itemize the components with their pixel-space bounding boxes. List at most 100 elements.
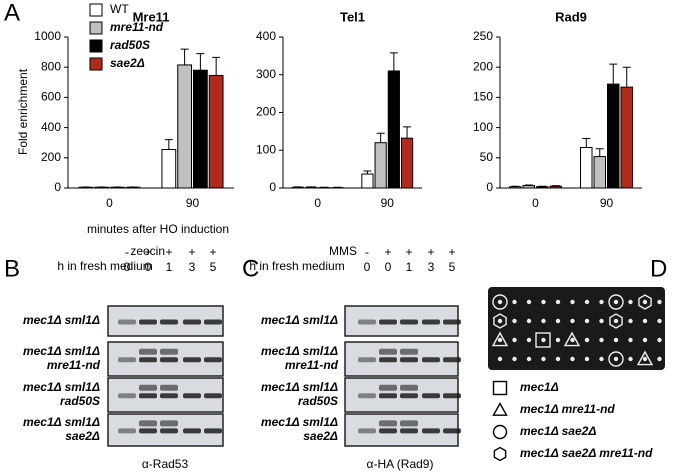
error-bar — [196, 53, 205, 71]
strain-label: mec1Δ sml1Δ rad50S — [23, 380, 100, 408]
band — [118, 357, 136, 363]
y-tick-label: 250 — [473, 29, 493, 43]
band — [160, 428, 178, 434]
y-tick-label: 100 — [256, 142, 276, 156]
strain-line: rad50S — [60, 394, 100, 408]
spot — [555, 337, 561, 343]
lane-time: 0 — [145, 260, 152, 274]
bar — [177, 64, 192, 189]
band — [183, 319, 201, 325]
band — [139, 319, 157, 325]
symbol-circle — [492, 424, 508, 440]
band — [400, 393, 418, 399]
legend-swatch — [89, 57, 103, 71]
plate-legend-label: mec1Δ sae2Δ mre11-nd — [520, 446, 653, 460]
spot — [512, 299, 517, 305]
panel-label: B — [4, 255, 20, 282]
spot — [584, 318, 590, 324]
antibody-label: α-HA (Rad9) — [367, 457, 434, 471]
legend-label: mre11-nd — [110, 20, 164, 34]
plate-legend-label: mec1Δ — [520, 380, 559, 394]
band — [379, 348, 397, 355]
band — [379, 357, 397, 363]
y-tick-label: 150 — [473, 90, 493, 104]
bar — [509, 186, 522, 189]
strain-line: mec1Δ sml1Δ — [23, 380, 100, 394]
strain-line: mec1Δ sml1Δ — [261, 313, 338, 327]
band — [118, 319, 136, 325]
band — [204, 357, 222, 363]
band — [379, 319, 397, 325]
spot — [570, 356, 575, 362]
strain-line: mre11-nd — [285, 358, 339, 372]
strain-line: mec1Δ sml1Δ — [261, 380, 338, 394]
strain-line: sae2Δ — [65, 429, 100, 443]
x-tick-label: 90 — [600, 196, 614, 210]
y-tick-label: 300 — [256, 67, 276, 81]
strain-line: rad50S — [298, 394, 338, 408]
lane-time: 5 — [449, 260, 456, 274]
lane-sign: + — [384, 245, 391, 259]
band — [160, 384, 178, 391]
strain-label: mec1Δ sml1Δ sae2Δ — [261, 415, 338, 443]
symbol-hexagon — [493, 313, 507, 329]
error-bar — [389, 52, 398, 71]
bar — [361, 173, 374, 189]
symbol-hexagon — [493, 446, 507, 462]
plate-legend-label: mec1Δ sae2Δ — [520, 424, 596, 438]
error-bar — [538, 185, 547, 187]
band — [400, 428, 418, 434]
spot — [613, 318, 619, 324]
x-tick-label: 0 — [314, 196, 321, 210]
spot — [657, 299, 662, 305]
strain-label: mec1Δ sml1Δ mre11-nd — [261, 344, 339, 372]
blot — [107, 341, 224, 377]
lane-sign: + — [209, 245, 216, 259]
bar — [161, 148, 177, 189]
y-axis-label: Fold enrichment — [16, 68, 30, 155]
band — [400, 420, 418, 427]
spot — [642, 337, 648, 343]
strain-line: mec1Δ sml1Δ — [23, 344, 100, 358]
symbol-square — [492, 380, 508, 396]
spot — [541, 299, 546, 305]
spot — [613, 356, 619, 362]
spot — [657, 337, 662, 343]
spot — [628, 356, 633, 362]
band — [204, 428, 222, 434]
strain-line: mec1Δ sml1Δ — [261, 415, 338, 429]
strain-line: mec1Δ sml1Δ — [23, 415, 100, 429]
strain-line: mre11-nd — [47, 358, 101, 372]
band — [160, 348, 178, 355]
spot — [613, 299, 619, 305]
spot — [512, 337, 517, 343]
spot — [541, 356, 546, 362]
lane-time: 0 — [364, 260, 371, 274]
legend-label: sae2Δ — [110, 56, 145, 70]
lane-time: 0 — [124, 260, 131, 274]
symbol-triangle — [491, 331, 509, 347]
symbol-circle — [608, 351, 624, 367]
y-tick-label: 600 — [41, 90, 61, 104]
y-tick-label: 0 — [54, 180, 61, 194]
bar — [400, 137, 414, 189]
band — [139, 384, 157, 391]
band — [443, 393, 461, 399]
spot — [599, 337, 604, 343]
error-bar — [164, 139, 173, 150]
spot — [512, 318, 517, 324]
y-tick-label: 400 — [41, 120, 61, 134]
strain-line: sae2Δ — [303, 429, 338, 443]
treatment-label: MMS — [329, 244, 357, 258]
antibody-label: α-Rad53 — [142, 457, 189, 471]
lane-time: 3 — [428, 260, 435, 274]
lane-sign: + — [405, 245, 412, 259]
error-bar — [622, 66, 631, 88]
symbol-circle — [608, 294, 624, 310]
legend-swatch — [89, 3, 103, 17]
band — [160, 357, 178, 363]
y-tick-label: 100 — [473, 120, 493, 134]
spot — [599, 356, 604, 362]
error-bar — [511, 185, 520, 187]
y-tick-label: 200 — [41, 150, 61, 164]
